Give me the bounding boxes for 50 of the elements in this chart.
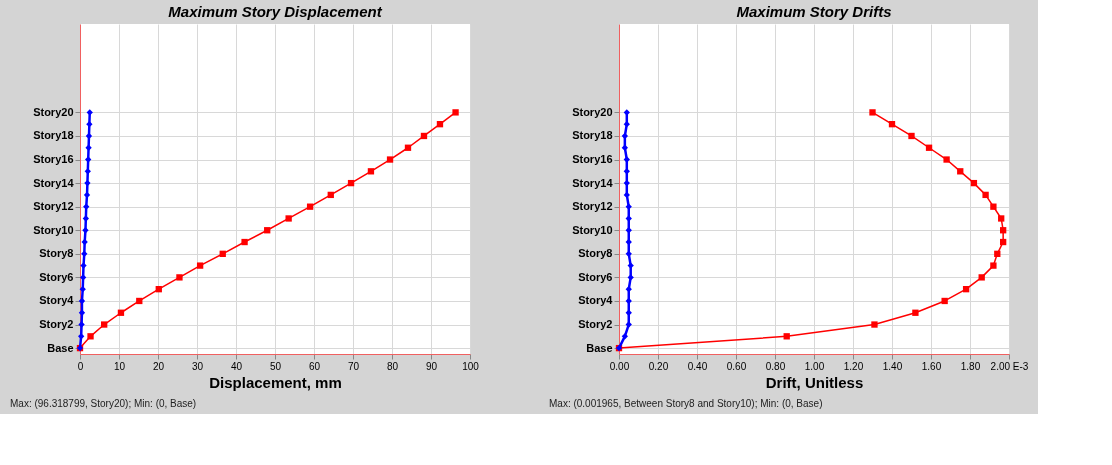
y-tick-label: Story10 xyxy=(33,223,74,236)
text: Max: (96.318799, Story20); Min: (0, Base) xyxy=(10,398,197,409)
x-tick-label: 0.20 xyxy=(648,360,669,372)
y-tick-label: Story14 xyxy=(572,176,614,189)
x-axis-title: Drift, Unitless xyxy=(765,373,864,391)
chart-title: Maximum Story Drifts xyxy=(736,3,892,20)
y-tick-label: Story2 xyxy=(578,318,613,331)
chart-title: Maximum Story Displacement xyxy=(168,3,383,20)
y-tick-label: Story12 xyxy=(572,200,613,213)
x-tick-label: 40 xyxy=(230,360,243,372)
x-tick-label: 50 xyxy=(269,360,282,372)
y-tick-label: Story8 xyxy=(578,247,613,260)
x-tick-label: 1.40 xyxy=(882,360,903,372)
y-tick-label: Story6 xyxy=(39,270,74,283)
x-tick-label: 0.00 xyxy=(609,360,630,372)
x-tick-label: 0.40 xyxy=(687,360,708,372)
x-tick-label: 20 xyxy=(152,360,165,372)
text: Max: (0.001965, Between Story8 and Story10); Min: (0, Base) xyxy=(549,398,823,409)
x-tick-label: 80 xyxy=(386,360,399,372)
x-tick-label: 1.00 xyxy=(804,360,825,372)
x-tick-label: 1.60 xyxy=(921,360,942,372)
x-tick-label: 2.00 E-3 xyxy=(990,360,1029,372)
y-tick-label: Story20 xyxy=(572,105,613,118)
x-tick-label: 10 xyxy=(113,360,126,372)
y-tick-label: Story4 xyxy=(39,294,75,307)
x-axis-title: Displacement, mm xyxy=(209,373,342,391)
y-tick-label: Story18 xyxy=(33,129,74,142)
y-tick-label: Story12 xyxy=(33,200,74,213)
y-tick-label: Story8 xyxy=(39,247,74,260)
x-tick-label: 30 xyxy=(191,360,204,372)
y-tick-label: Story6 xyxy=(578,270,613,283)
x-tick-label: 0.60 xyxy=(726,360,747,372)
y-tick-label: Story14 xyxy=(33,176,75,189)
y-tick-label: Story18 xyxy=(572,129,613,142)
x-tick-label: 0 xyxy=(77,360,84,372)
y-tick-label: Story20 xyxy=(33,105,74,118)
y-tick-label: Story10 xyxy=(572,223,613,236)
y-tick-label: Story16 xyxy=(33,153,74,166)
y-tick-label: Base xyxy=(47,341,74,354)
x-tick-label: 1.80 xyxy=(960,360,981,372)
y-tick-label: Story4 xyxy=(578,294,614,307)
x-tick-label: 0.80 xyxy=(765,360,786,372)
x-tick-label: 60 xyxy=(308,360,321,372)
x-tick-label: 90 xyxy=(425,360,438,372)
y-tick-label: Story16 xyxy=(572,153,613,166)
x-tick-label: 100 xyxy=(462,360,480,372)
x-tick-label: 1.20 xyxy=(843,360,864,372)
y-tick-label: Story2 xyxy=(39,318,74,331)
y-tick-label: Base xyxy=(586,341,613,354)
x-tick-label: 70 xyxy=(347,360,360,372)
